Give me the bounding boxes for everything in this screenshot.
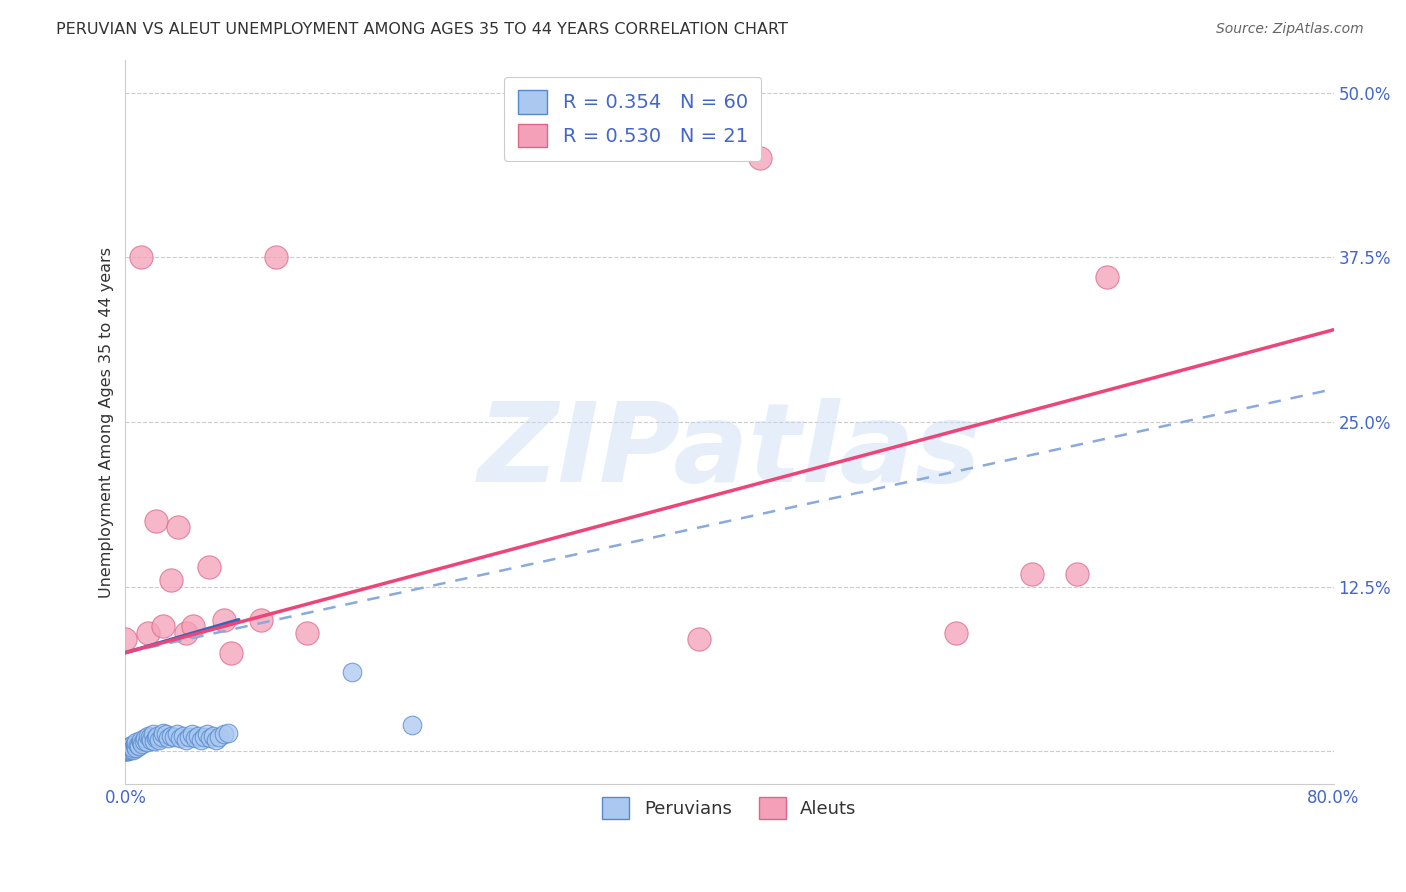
Point <box>198 731 221 746</box>
Point <box>295 625 318 640</box>
Point <box>174 732 197 747</box>
Point <box>1095 270 1118 285</box>
Point <box>174 625 197 640</box>
Point <box>208 730 231 744</box>
Point <box>136 729 159 743</box>
Point <box>122 740 145 755</box>
Point <box>115 742 138 756</box>
Point <box>129 735 152 749</box>
Point <box>115 744 138 758</box>
Y-axis label: Unemployment Among Ages 35 to 44 years: Unemployment Among Ages 35 to 44 years <box>100 246 114 598</box>
Point <box>134 731 156 746</box>
Point <box>155 727 177 741</box>
Point <box>217 726 239 740</box>
Point <box>167 520 190 534</box>
Point <box>205 732 228 747</box>
Point <box>125 735 148 749</box>
Point <box>150 730 173 744</box>
Point <box>115 744 138 758</box>
Point <box>401 718 423 732</box>
Point <box>146 729 169 743</box>
Point <box>135 735 157 749</box>
Point <box>172 729 194 743</box>
Legend: Peruvians, Aleuts: Peruvians, Aleuts <box>595 789 863 826</box>
Point <box>159 729 181 743</box>
Point <box>340 665 363 680</box>
Point <box>124 737 146 751</box>
Point <box>122 743 145 757</box>
Point <box>250 613 273 627</box>
Point <box>129 250 152 264</box>
Point <box>197 560 219 574</box>
Point <box>202 729 225 743</box>
Text: PERUVIAN VS ALEUT UNEMPLOYMENT AMONG AGES 35 TO 44 YEARS CORRELATION CHART: PERUVIAN VS ALEUT UNEMPLOYMENT AMONG AGE… <box>56 22 789 37</box>
Point <box>145 514 167 528</box>
Point <box>132 734 155 748</box>
Point <box>187 729 209 743</box>
Point <box>266 250 288 264</box>
Point <box>118 739 141 754</box>
Point <box>748 152 770 166</box>
Point <box>131 737 153 751</box>
Point <box>127 738 149 752</box>
Point <box>114 632 136 647</box>
Point <box>143 734 166 748</box>
Point <box>180 727 202 741</box>
Point <box>688 632 710 647</box>
Point <box>117 744 139 758</box>
Point <box>212 613 235 627</box>
Point <box>128 739 150 754</box>
Text: ZIPatlas: ZIPatlas <box>478 398 981 505</box>
Point <box>156 731 179 746</box>
Point <box>139 732 162 747</box>
Point <box>142 727 165 741</box>
Point <box>125 740 148 755</box>
Text: Source: ZipAtlas.com: Source: ZipAtlas.com <box>1216 22 1364 37</box>
Point <box>183 619 205 633</box>
Point <box>138 730 160 744</box>
Point <box>1066 566 1088 581</box>
Point <box>152 726 174 740</box>
Point <box>195 727 218 741</box>
Point <box>136 625 159 640</box>
Point <box>114 743 136 757</box>
Point <box>148 732 170 747</box>
Point <box>177 730 200 744</box>
Point <box>121 738 143 752</box>
Point <box>118 743 141 757</box>
Point <box>163 730 186 744</box>
Point <box>159 573 181 587</box>
Point <box>193 730 215 744</box>
Point <box>166 727 188 741</box>
Point <box>117 743 139 757</box>
Point <box>121 742 143 756</box>
Point <box>184 731 207 746</box>
Point <box>124 739 146 754</box>
Point <box>945 625 967 640</box>
Point <box>212 727 235 741</box>
Point <box>1021 566 1043 581</box>
Point <box>117 740 139 755</box>
Point <box>169 731 191 746</box>
Point <box>152 619 174 633</box>
Point <box>114 744 136 758</box>
Point <box>190 732 212 747</box>
Point <box>114 744 136 758</box>
Point <box>219 646 242 660</box>
Point <box>129 732 152 747</box>
Point <box>145 731 167 746</box>
